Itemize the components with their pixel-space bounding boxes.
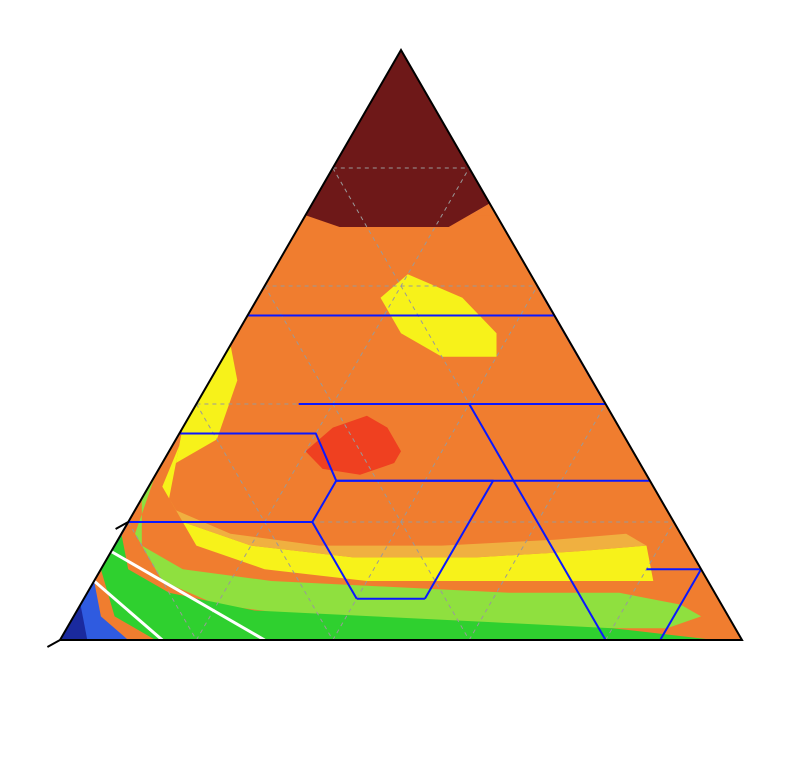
contour-fill [60,50,742,640]
